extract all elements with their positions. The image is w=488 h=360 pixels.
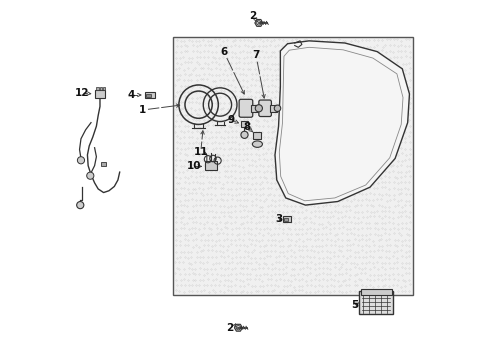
PathPatch shape — [274, 41, 408, 205]
Circle shape — [274, 105, 280, 112]
Circle shape — [241, 131, 247, 138]
FancyBboxPatch shape — [258, 100, 271, 117]
Bar — [282, 216, 290, 222]
Circle shape — [255, 105, 262, 112]
Bar — [144, 92, 155, 98]
Polygon shape — [234, 324, 242, 331]
Text: 1: 1 — [139, 105, 145, 115]
Text: 7: 7 — [252, 50, 259, 60]
Bar — [241, 121, 247, 127]
Bar — [100, 87, 102, 90]
Bar — [359, 291, 392, 315]
Text: 4: 4 — [127, 90, 135, 100]
Circle shape — [86, 172, 94, 179]
Text: 2: 2 — [248, 11, 256, 21]
Polygon shape — [254, 19, 262, 26]
Bar — [253, 132, 261, 139]
Circle shape — [77, 157, 84, 164]
Bar — [269, 105, 277, 112]
Bar — [96, 87, 99, 90]
Ellipse shape — [252, 141, 262, 147]
Bar — [94, 90, 105, 98]
Text: 9: 9 — [227, 115, 234, 125]
Bar — [250, 105, 258, 112]
Text: 2: 2 — [226, 323, 233, 333]
Text: 11: 11 — [193, 147, 207, 157]
Circle shape — [77, 202, 83, 209]
Bar — [101, 162, 106, 166]
Bar — [284, 218, 287, 221]
FancyBboxPatch shape — [239, 99, 252, 117]
Bar — [360, 289, 391, 295]
Text: 6: 6 — [220, 46, 227, 57]
Bar — [204, 161, 216, 170]
Bar — [102, 87, 105, 90]
Bar — [146, 94, 150, 97]
Bar — [172, 37, 412, 295]
Text: 10: 10 — [186, 161, 201, 171]
Text: 12: 12 — [75, 88, 89, 98]
Text: 5: 5 — [350, 300, 358, 310]
Text: 3: 3 — [275, 215, 282, 224]
Text: 8: 8 — [243, 122, 250, 132]
